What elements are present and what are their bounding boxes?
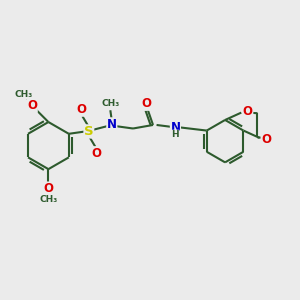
Text: N: N <box>170 121 180 134</box>
Text: O: O <box>27 99 37 112</box>
Text: CH₃: CH₃ <box>39 195 58 204</box>
Text: CH₃: CH₃ <box>101 99 119 108</box>
Text: N: N <box>107 118 117 131</box>
Text: O: O <box>243 105 253 118</box>
Text: O: O <box>44 182 53 195</box>
Text: CH₃: CH₃ <box>15 90 33 99</box>
Text: H: H <box>172 130 179 139</box>
Text: O: O <box>261 133 271 146</box>
Text: S: S <box>84 125 94 138</box>
Text: O: O <box>77 103 87 116</box>
Text: O: O <box>91 147 101 160</box>
Text: O: O <box>142 97 152 110</box>
